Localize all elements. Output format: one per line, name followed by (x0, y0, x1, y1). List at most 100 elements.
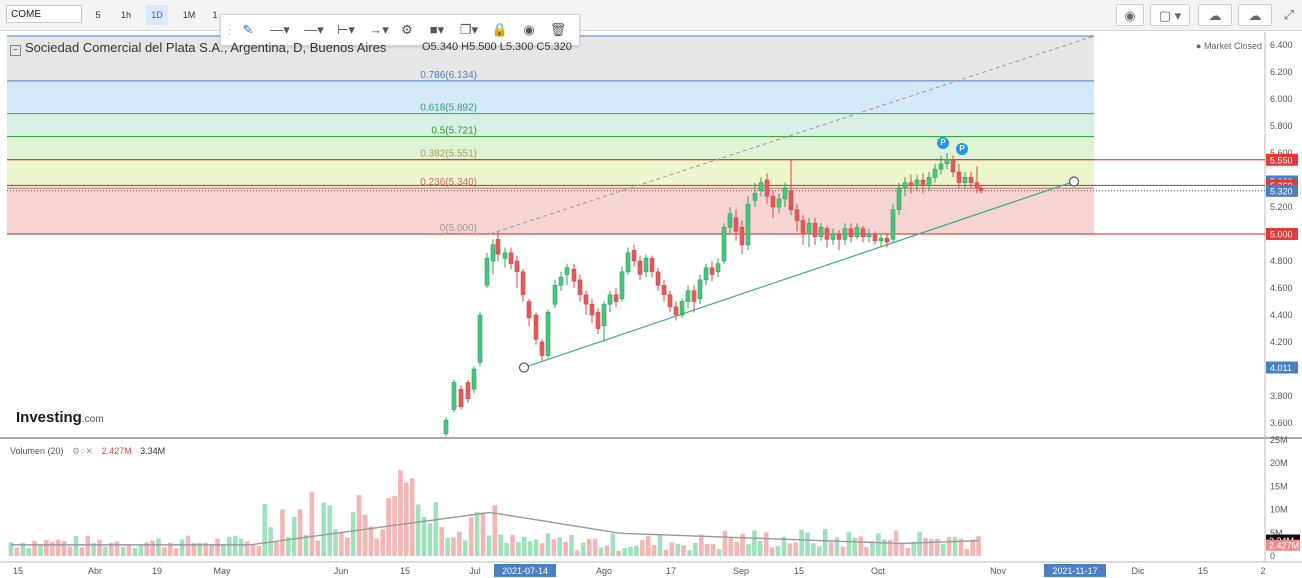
candle-body (926, 177, 932, 186)
timeframe-more[interactable]: 1 (212, 10, 218, 20)
volume-value: 2.427M (101, 446, 132, 456)
candle-body (872, 233, 878, 242)
arrow-icon[interactable]: →▾ (369, 22, 389, 37)
volume-bar (946, 537, 952, 556)
lock-icon[interactable]: 🔒 (491, 22, 509, 37)
timeframe-1d[interactable]: 1D (146, 5, 168, 25)
p-marker-2[interactable]: P (956, 143, 968, 155)
volume-bar (722, 531, 728, 556)
collapse-icon[interactable]: − (10, 45, 21, 56)
volume-bar (463, 540, 468, 556)
volume-bar (917, 532, 922, 556)
candle-body (974, 182, 980, 189)
timeframe-1h[interactable]: 1h (120, 10, 131, 20)
time-axis-label: 15 (794, 566, 804, 576)
trend-line (523, 180, 1075, 369)
volume-bar (846, 531, 852, 556)
volume-bar (97, 539, 102, 556)
price-axis-label: 4.600 (1270, 283, 1293, 293)
volume-bar (345, 537, 350, 556)
candle-body (733, 217, 739, 232)
volume-bar (604, 545, 610, 556)
price-axis-label: 4.800 (1270, 256, 1293, 266)
fib-label: 0.618(5.892) (420, 103, 477, 114)
volume-bar (822, 528, 828, 556)
volume-bar (32, 540, 37, 556)
volume-bar (693, 542, 698, 556)
volume-bar (14, 547, 20, 556)
candle-body (782, 187, 788, 200)
timeframe-5[interactable]: 5 (95, 10, 101, 20)
line-style-icon[interactable]: —▾ (270, 22, 290, 37)
volume-bar (256, 546, 262, 556)
volume-bar (970, 539, 975, 556)
volume-bar (935, 538, 940, 556)
fill-color-icon[interactable]: ■▾ (429, 22, 445, 37)
volume-bar (740, 533, 745, 556)
time-axis-label: Jun (334, 566, 349, 576)
price-badge (1266, 153, 1298, 166)
volume-bar (138, 545, 144, 556)
price-axis-label: 4.400 (1270, 310, 1293, 320)
clone-icon[interactable]: ❐▾ (459, 22, 479, 37)
volume-bar (103, 546, 108, 556)
drag-handle-icon[interactable]: ⋮ (223, 22, 236, 37)
volume-bar (439, 527, 444, 556)
volume-bar (533, 539, 539, 556)
price-axis-label: 3.800 (1270, 391, 1293, 401)
price-axis-label: 4.200 (1270, 337, 1293, 347)
cloud-upload-icon[interactable]: ☁ (1238, 4, 1272, 26)
trend-handle (1068, 176, 1080, 187)
candle-body (655, 271, 661, 286)
gear-icon[interactable]: ⚙ (401, 22, 413, 37)
volume-bar (262, 503, 267, 556)
candle-body (520, 271, 526, 296)
volume-bar (758, 541, 763, 556)
fullscreen-icon[interactable]: ⤢ (1283, 7, 1295, 22)
symbol-input[interactable]: COME (6, 5, 82, 23)
line-end-icon[interactable]: ⊢▾ (337, 22, 355, 37)
volume-bar (976, 536, 981, 556)
camera-icon[interactable]: ◉ (1116, 4, 1144, 26)
volume-bar (26, 547, 31, 556)
candle-body (884, 237, 890, 243)
volume-bar (687, 550, 692, 556)
candle-body (830, 233, 836, 240)
candle-body (552, 285, 558, 305)
price-chart[interactable]: 0.786(6.134) 0.618(5.892) 0.5(5.721) 0.382(… (0, 30, 1302, 578)
cloud-download-icon[interactable]: ☁ (1198, 4, 1232, 26)
volume-bar (581, 542, 586, 556)
line-width-icon[interactable]: —▾ (304, 22, 324, 37)
eye-icon[interactable]: ◉ (523, 22, 535, 37)
price-axis-label: 6.400 (1270, 40, 1293, 50)
volume-bar (498, 534, 503, 556)
time-axis-label: 17 (666, 566, 676, 576)
volume-bar (811, 543, 816, 556)
p-marker-1[interactable]: P (937, 137, 949, 149)
volume-bar (763, 532, 769, 556)
timeframe-1m[interactable]: 1M (182, 10, 196, 20)
candle-body (800, 220, 806, 235)
volume-bar (828, 542, 834, 556)
trash-icon[interactable]: 🗑 (549, 22, 567, 37)
candle-body (583, 294, 589, 305)
volume-bar (657, 534, 663, 556)
candle-body (495, 239, 501, 255)
volume-bar (374, 538, 380, 556)
trend-handle (518, 362, 530, 373)
volume-bar (516, 542, 521, 556)
volume-bar (805, 532, 810, 556)
price-badge (1266, 361, 1298, 374)
volume-settings-icon[interactable]: ⚙○✕ (72, 446, 94, 456)
volume-bar (527, 541, 533, 556)
candle-body (962, 177, 968, 184)
layout-icon[interactable]: ▢ ▾ (1150, 4, 1190, 26)
volume-bar (250, 544, 256, 556)
pencil-icon[interactable]: ✎ (242, 22, 254, 37)
logo-suffix: .com (81, 414, 104, 425)
time-axis-label: Jul (469, 566, 481, 576)
candle-body (908, 182, 914, 186)
candle-body (619, 271, 625, 300)
volume-bar (563, 542, 568, 556)
volume-bar (474, 512, 480, 556)
